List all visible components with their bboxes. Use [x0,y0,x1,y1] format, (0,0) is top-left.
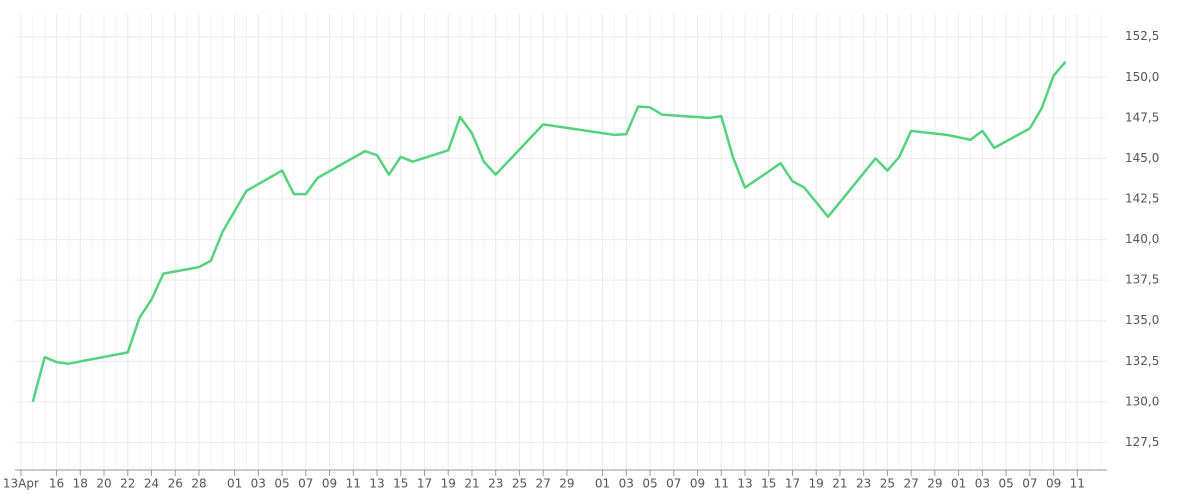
x-tick-label: 07 [1022,477,1037,491]
x-tick-label: 27 [904,477,919,491]
x-tick-label: 26 [168,477,183,491]
x-tick-label: 03 [251,477,266,491]
x-tick-label: 07 [666,477,681,491]
x-tick-label: 11 [1070,477,1085,491]
x-tick-label: 27 [536,477,551,491]
x-tick-label: 16 [49,477,64,491]
x-tick-label: 13 [737,477,752,491]
x-tick-label: 19 [441,477,456,491]
x-tick-label: 22 [120,477,135,491]
y-tick-label: 145,0 [1125,151,1159,165]
x-tick-label: 05 [642,477,657,491]
x-tick-label: 11 [714,477,729,491]
price-line [31,61,1067,403]
x-tick-label: 05 [274,477,289,491]
y-tick-label: 137,5 [1125,273,1159,287]
x-tick-label: 17 [417,477,432,491]
x-tick-label: 28 [191,477,206,491]
x-tick-label: 09 [322,477,337,491]
x-tick-label: 25 [880,477,895,491]
x-tick-label: 01 [595,477,610,491]
x-tick-label: 01 [951,477,966,491]
x-tick-label: 03 [619,477,634,491]
x-tick-label: 18 [73,477,88,491]
x-tick-label: 09 [690,477,705,491]
x-tick-label: 24 [144,477,159,491]
x-tick-label: 29 [559,477,574,491]
x-tick-label: 05 [998,477,1013,491]
x-tick-label: 03 [975,477,990,491]
x-tick-label: 25 [512,477,527,491]
y-tick-label: 140,0 [1125,232,1159,246]
x-tick-label: 13Apr [3,477,39,491]
y-tick-label: 130,0 [1125,394,1159,408]
x-tick-label: 15 [393,477,408,491]
y-tick-label: 150,0 [1125,70,1159,84]
x-tick-label: 19 [809,477,824,491]
x-tick-label: 23 [856,477,871,491]
x-tick-label: 11 [346,477,361,491]
x-tick-label: 15 [761,477,776,491]
x-tick-label: 29 [927,477,942,491]
y-tick-label: 132,5 [1125,354,1159,368]
x-tick-label: 13 [369,477,384,491]
y-tick-label: 127,5 [1125,435,1159,449]
x-tick-label: 21 [832,477,847,491]
y-tick-label: 147,5 [1125,110,1159,124]
x-tick-label: 09 [1046,477,1061,491]
x-tick-label: 21 [464,477,479,491]
x-tick-label: 01 [227,477,242,491]
y-tick-label: 135,0 [1125,313,1159,327]
x-tick-label: 20 [96,477,111,491]
y-tick-label: 142,5 [1125,191,1159,205]
x-tick-label: 07 [298,477,313,491]
x-tick-label: 23 [488,477,503,491]
y-tick-label: 152,5 [1125,29,1159,43]
x-tick-label: 17 [785,477,800,491]
